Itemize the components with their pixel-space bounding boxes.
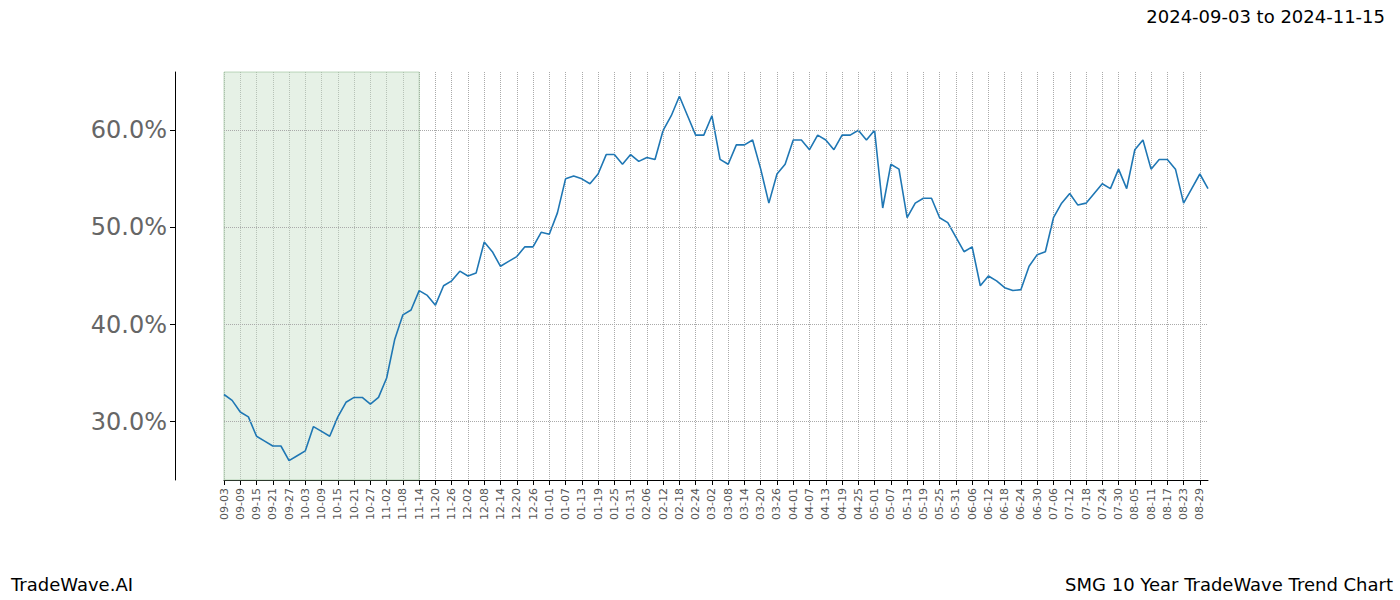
svg-text:11-26: 11-26 <box>445 488 458 520</box>
svg-text:60.0%: 60.0% <box>91 116 167 144</box>
svg-text:50.0%: 50.0% <box>91 213 167 241</box>
svg-text:06-06: 06-06 <box>966 488 979 520</box>
svg-text:03-20: 03-20 <box>754 488 767 520</box>
svg-text:10-03: 10-03 <box>299 488 312 520</box>
svg-text:08-11: 08-11 <box>1145 488 1158 520</box>
svg-text:01-13: 01-13 <box>575 488 588 520</box>
svg-text:02-12: 02-12 <box>657 488 670 520</box>
svg-text:10-21: 10-21 <box>348 488 361 520</box>
svg-text:08-05: 08-05 <box>1128 488 1141 520</box>
svg-text:07-18: 07-18 <box>1080 488 1093 520</box>
svg-text:02-06: 02-06 <box>640 488 653 520</box>
svg-text:01-07: 01-07 <box>559 488 572 520</box>
svg-text:12-20: 12-20 <box>510 488 523 520</box>
svg-text:12-02: 12-02 <box>461 488 474 520</box>
svg-text:03-14: 03-14 <box>738 488 751 520</box>
svg-text:12-26: 12-26 <box>527 488 540 520</box>
svg-text:03-08: 03-08 <box>722 488 735 520</box>
svg-text:11-14: 11-14 <box>413 488 426 520</box>
svg-text:01-01: 01-01 <box>543 488 556 520</box>
svg-text:12-08: 12-08 <box>478 488 491 520</box>
svg-text:07-12: 07-12 <box>1063 488 1076 520</box>
svg-text:06-24: 06-24 <box>1014 488 1027 520</box>
svg-text:05-31: 05-31 <box>949 488 962 520</box>
svg-text:11-20: 11-20 <box>429 488 442 520</box>
svg-text:02-24: 02-24 <box>689 488 702 520</box>
svg-text:11-08: 11-08 <box>396 488 409 520</box>
svg-text:40.0%: 40.0% <box>91 311 167 339</box>
svg-text:05-13: 05-13 <box>901 488 914 520</box>
svg-text:06-12: 06-12 <box>982 488 995 520</box>
svg-text:11-02: 11-02 <box>380 488 393 520</box>
svg-text:03-26: 03-26 <box>770 488 783 520</box>
svg-text:09-03: 09-03 <box>218 488 231 520</box>
svg-text:12-14: 12-14 <box>494 488 507 520</box>
svg-text:07-30: 07-30 <box>1112 488 1125 520</box>
svg-text:08-29: 08-29 <box>1193 488 1206 520</box>
svg-text:TradeWave.AI: TradeWave.AI <box>10 574 133 595</box>
svg-text:01-31: 01-31 <box>624 488 637 520</box>
svg-text:06-18: 06-18 <box>998 488 1011 520</box>
svg-text:05-01: 05-01 <box>868 488 881 520</box>
svg-text:04-13: 04-13 <box>819 488 832 520</box>
svg-text:02-18: 02-18 <box>673 488 686 520</box>
svg-text:03-02: 03-02 <box>705 488 718 520</box>
svg-text:09-15: 09-15 <box>250 488 263 520</box>
svg-text:07-06: 07-06 <box>1047 488 1060 520</box>
svg-text:08-17: 08-17 <box>1161 488 1174 520</box>
svg-text:09-09: 09-09 <box>234 488 247 520</box>
svg-text:04-07: 04-07 <box>803 488 816 520</box>
svg-text:01-19: 01-19 <box>592 488 605 520</box>
svg-text:05-19: 05-19 <box>917 488 930 520</box>
svg-text:04-01: 04-01 <box>787 488 800 520</box>
svg-text:04-19: 04-19 <box>836 488 849 520</box>
svg-text:05-07: 05-07 <box>884 488 897 520</box>
svg-text:SMG 10 Year TradeWave Trend Ch: SMG 10 Year TradeWave Trend Chart <box>1065 574 1393 595</box>
svg-text:10-15: 10-15 <box>331 488 344 520</box>
svg-text:08-23: 08-23 <box>1177 488 1190 520</box>
svg-text:09-27: 09-27 <box>283 488 296 520</box>
svg-text:04-25: 04-25 <box>852 488 865 520</box>
svg-text:30.0%: 30.0% <box>91 408 167 436</box>
svg-text:2024-09-03 to 2024-11-15: 2024-09-03 to 2024-11-15 <box>1146 6 1385 27</box>
svg-text:10-27: 10-27 <box>364 488 377 520</box>
svg-text:01-25: 01-25 <box>608 488 621 520</box>
svg-text:09-21: 09-21 <box>266 488 279 520</box>
svg-text:06-30: 06-30 <box>1031 488 1044 520</box>
svg-text:10-09: 10-09 <box>315 488 328 520</box>
svg-text:05-25: 05-25 <box>933 488 946 520</box>
svg-text:07-24: 07-24 <box>1096 488 1109 520</box>
